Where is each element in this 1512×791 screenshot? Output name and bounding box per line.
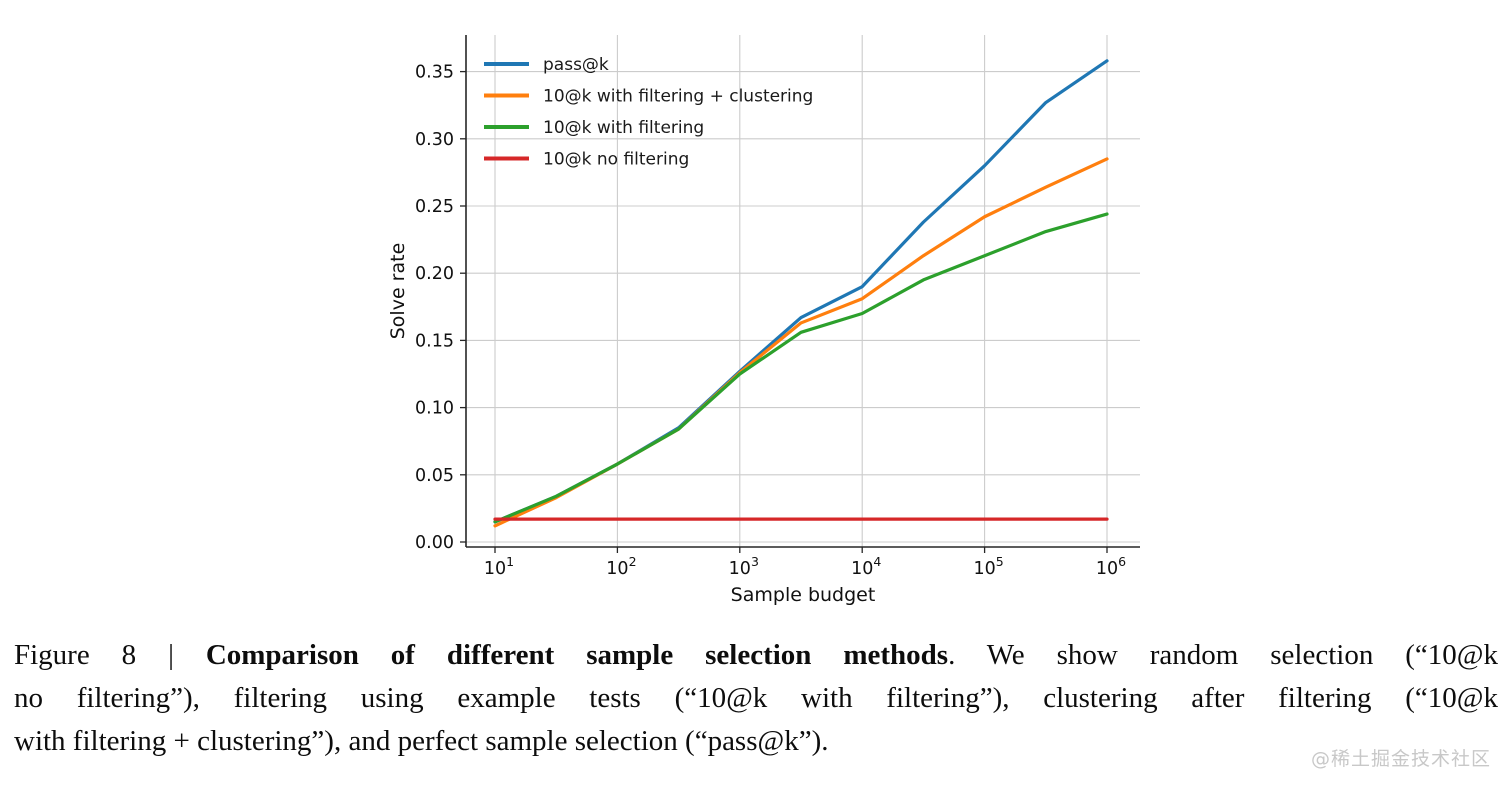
y-tick-label: 0.25 xyxy=(415,197,454,217)
x-axis-title: Sample budget xyxy=(731,584,876,606)
series-line-2 xyxy=(493,212,1109,524)
y-tick-label: 0.10 xyxy=(415,399,454,419)
y-tick-label: 0.35 xyxy=(415,63,454,83)
caption-line-1: Figure 8 | Comparison of different sampl… xyxy=(14,634,1498,677)
axes-spines xyxy=(465,35,1140,548)
x-tick-label: 104 xyxy=(851,554,881,579)
caption-figure-number: Figure 8 | xyxy=(14,639,206,671)
legend-label: 10@k with filtering + clustering xyxy=(543,87,813,107)
y-axis-title: Solve rate xyxy=(387,243,409,340)
y-tick-label: 0.15 xyxy=(415,331,454,351)
y-tick-label: 0.00 xyxy=(415,533,454,553)
figure-caption: Figure 8 | Comparison of different sampl… xyxy=(14,634,1498,763)
y-tick-label: 0.20 xyxy=(415,264,454,284)
legend-label: 10@k with filtering xyxy=(543,118,704,138)
legend-item-1: 10@k with filtering + clustering xyxy=(484,87,813,107)
legend-item-2: 10@k with filtering xyxy=(484,118,704,138)
y-tick-labels: 0.00 0.05 0.10 0.15 0.20 0.25 0.30 0.35 xyxy=(415,63,454,553)
tick-marks xyxy=(460,70,1108,553)
x-tick-label: 102 xyxy=(606,554,636,579)
series-lines xyxy=(493,59,1109,528)
caption-bold-title: Comparison of different sample selection… xyxy=(205,639,949,671)
gridlines xyxy=(466,35,1140,547)
x-tick-label: 103 xyxy=(729,554,759,579)
watermark-text: @稀土掘金技术社区 xyxy=(1310,748,1491,770)
x-tick-labels: 101 102 103 104 105 106 xyxy=(484,554,1126,579)
caption-line-1-text: . We show random selection (“10@k xyxy=(948,639,1498,671)
legend-label: pass@k xyxy=(543,55,609,75)
y-tick-label: 0.30 xyxy=(415,130,454,150)
caption-line-3: with filtering + clustering”), and perfe… xyxy=(14,725,829,757)
caption-line-2: no filtering”), filtering using example … xyxy=(14,682,1498,714)
series-line-1 xyxy=(493,157,1109,528)
legend-item-0: pass@k xyxy=(484,55,609,75)
x-tick-label: 105 xyxy=(973,554,1003,579)
x-tick-label: 101 xyxy=(484,554,514,579)
legend: pass@k 10@k with filtering + clustering 10… xyxy=(484,55,813,170)
y-tick-label: 0.05 xyxy=(415,466,454,486)
legend-label: 10@k no filtering xyxy=(543,150,689,170)
legend-item-3: 10@k no filtering xyxy=(484,150,689,170)
x-tick-label: 106 xyxy=(1096,554,1126,579)
